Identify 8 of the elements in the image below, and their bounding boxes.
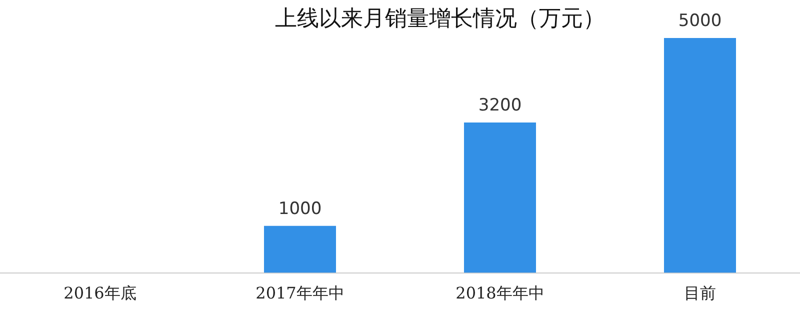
x-tick-label: 2018年年中 <box>456 284 544 303</box>
data-label: 3200 <box>478 95 522 116</box>
x-tick-label: 目前 <box>684 284 716 303</box>
chart-title: 上线以来月销量增长情况（万元） <box>275 6 605 32</box>
x-tick-label: 2016年底 <box>64 284 136 303</box>
x-tick-label: 2017年年中 <box>256 284 344 303</box>
data-label: 1000 <box>278 198 322 219</box>
data-label: 5000 <box>678 10 722 31</box>
